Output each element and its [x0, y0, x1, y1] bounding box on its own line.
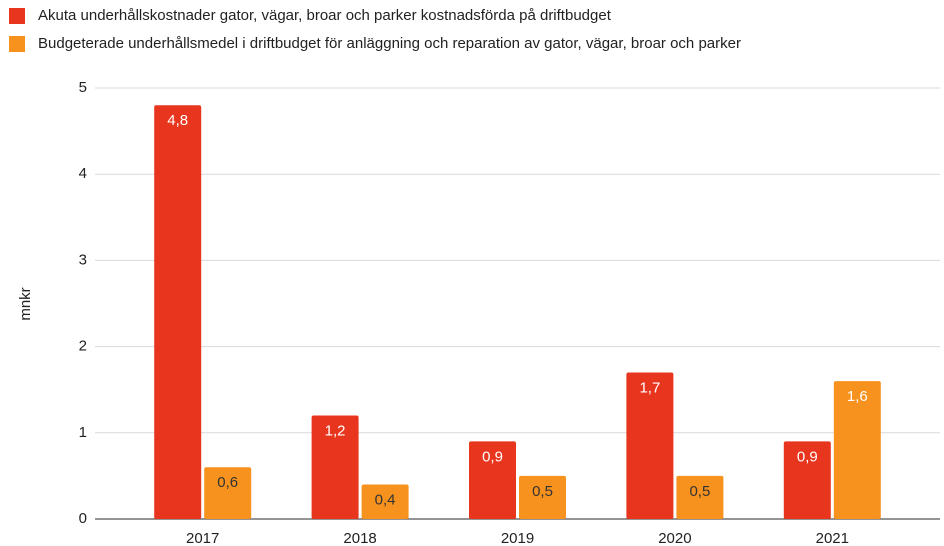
bar	[833, 381, 881, 519]
y-tick-label: 3	[79, 251, 87, 268]
x-tick-label: 2017	[186, 530, 219, 546]
bar	[469, 441, 516, 519]
bar	[519, 475, 566, 519]
y-axis-label: mnkr	[17, 287, 34, 320]
bar	[311, 415, 359, 519]
y-tick-label: 4	[79, 165, 87, 182]
data-label: 1,7	[639, 379, 660, 396]
bar	[783, 441, 831, 519]
x-tick-label: 2020	[658, 530, 691, 546]
x-tick-label: 2021	[816, 530, 849, 546]
legend-swatch	[9, 36, 25, 52]
y-tick-label: 5	[79, 79, 87, 96]
x-tick-label: 2019	[501, 530, 534, 546]
bar	[676, 475, 724, 519]
data-label: 0,5	[689, 483, 710, 500]
bar	[204, 467, 252, 519]
legend-label: Akuta underhållskostnader gator, vägar, …	[38, 7, 612, 24]
bar	[361, 484, 409, 519]
y-tick-label: 2	[79, 338, 87, 355]
data-label: 0,9	[482, 448, 503, 465]
legend-swatch	[9, 8, 25, 24]
data-label: 0,5	[532, 483, 553, 500]
data-label: 0,4	[375, 491, 396, 508]
data-label: 0,9	[797, 448, 818, 465]
y-tick-label: 0	[79, 510, 87, 527]
data-label: 1,6	[847, 388, 868, 405]
bar	[154, 105, 202, 520]
x-tick-label: 2018	[343, 530, 376, 546]
legend-label: Budgeterade underhållsmedel i driftbudge…	[38, 35, 741, 52]
y-tick-label: 1	[79, 424, 87, 441]
bar	[626, 372, 674, 519]
data-label: 1,2	[325, 423, 346, 440]
data-label: 0,6	[217, 474, 238, 491]
data-label: 4,8	[167, 112, 188, 129]
